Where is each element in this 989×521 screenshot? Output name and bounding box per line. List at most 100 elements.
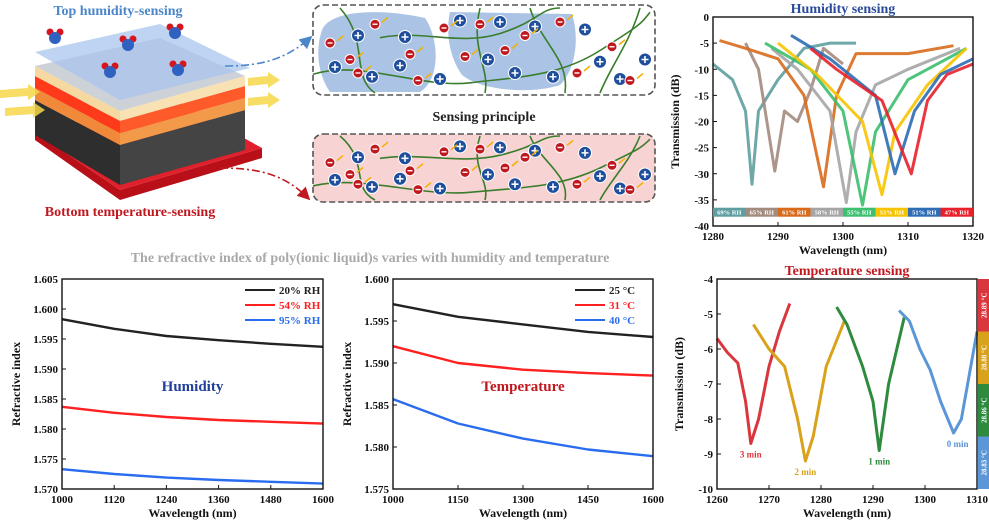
y-tick-label: 1.570	[33, 484, 58, 496]
anion-icon	[554, 141, 566, 153]
motion-arrow-icon	[416, 46, 424, 53]
motion-arrow-icon	[618, 157, 626, 164]
cation-icon	[398, 30, 412, 44]
y-tick-label: 1.595	[364, 316, 389, 328]
cation-icon	[365, 69, 379, 84]
light-arrows	[0, 72, 280, 118]
anion-icon	[606, 41, 618, 53]
y-tick-label: 0	[704, 12, 710, 24]
y-tick-label: 1.575	[364, 484, 389, 496]
series-line	[392, 303, 654, 339]
cation-icon	[351, 150, 365, 165]
anion-icon	[474, 18, 486, 30]
legend-swatch	[778, 207, 811, 217]
chart-2: 1000 1120 1240 1360 1480 1600 1.570 1.575 1.580 1…	[9, 274, 335, 520]
y-tick-label: -4	[704, 274, 714, 286]
legend-label: 51% RH	[912, 210, 936, 217]
series-line	[61, 468, 324, 485]
x-tick-label: 1150	[447, 494, 469, 506]
sensor-stack-illustration	[0, 23, 280, 200]
water-molecule-icon	[119, 35, 137, 51]
chart-0: 1280 1290 1300 1310 1320 0 -5 -10 -15 -20 -25 -30 -3…	[668, 2, 985, 257]
cation-icon	[493, 140, 507, 155]
water-molecule-icon	[166, 23, 184, 39]
y-tick-label: -5	[704, 309, 714, 321]
cation-icon	[393, 171, 407, 186]
motion-arrow-icon	[471, 164, 479, 171]
humidity-principle-box	[312, 4, 656, 96]
time-label: 0 min	[947, 439, 969, 449]
cation-icon	[481, 52, 495, 67]
polymer-chain	[529, 135, 567, 201]
anion-icon	[324, 37, 336, 49]
water-molecule-icon	[46, 28, 64, 44]
y-tick-label: 1.600	[364, 274, 389, 286]
x-tick-label: 1260	[706, 494, 729, 506]
series-line	[712, 41, 856, 186]
cation-icon	[433, 72, 447, 86]
motion-arrow-icon	[531, 27, 539, 35]
polymer-chain	[339, 7, 376, 94]
y-tick-label: -6	[704, 344, 714, 356]
anion-icon	[624, 184, 636, 196]
bottom-temperature-label: Bottom temperature-sensing	[45, 205, 215, 220]
y-axis-label: Transmission (dB)	[668, 74, 682, 168]
anion-icon	[459, 166, 471, 178]
y-tick-label: 1.580	[364, 442, 389, 454]
x-axis-label: Wavelength (nm)	[799, 243, 887, 257]
x-tick-label: 1280	[810, 494, 833, 506]
time-label: 3 min	[740, 450, 762, 460]
anion-icon	[624, 75, 636, 86]
y-tick-label: -8	[704, 414, 714, 426]
cation-icon	[613, 72, 627, 86]
orange-layer-right	[120, 98, 245, 145]
anion-icon	[412, 184, 424, 196]
x-tick-label: 1270	[758, 494, 781, 506]
legend-label: 53% RH	[880, 210, 904, 217]
anion-icon	[571, 67, 583, 79]
cation-icon	[393, 58, 407, 73]
anion-icon	[369, 143, 381, 155]
series-line	[770, 46, 961, 204]
motion-arrow-icon	[381, 16, 389, 23]
y-axis-label: Refractive index	[340, 342, 354, 426]
red-layer-left	[35, 76, 120, 133]
motion-arrow-icon	[450, 144, 458, 151]
y-tick-label: 1.590	[364, 358, 389, 370]
series-line	[835, 306, 906, 452]
x-tick-label: 1320	[962, 231, 985, 243]
water-molecule-icon	[169, 60, 187, 76]
figure-caption: The refractive index of poly(ionic liqui…	[131, 251, 610, 266]
temperature-swatch	[978, 384, 989, 437]
legend-label: 47% RH	[945, 210, 969, 217]
anion-icon	[519, 151, 531, 163]
cation-icon	[493, 15, 507, 29]
series-line	[61, 405, 324, 425]
polymer-chain	[599, 135, 641, 201]
legend-swatch	[810, 207, 843, 217]
temperature-swatch	[978, 331, 989, 384]
legend-label: 20% RH	[279, 285, 321, 297]
base-plate	[35, 132, 262, 200]
cation-icon	[638, 167, 652, 182]
motion-arrow-icon	[336, 155, 344, 162]
cation-icon	[365, 179, 379, 194]
motion-arrow-icon	[364, 65, 372, 72]
series-line	[719, 39, 954, 189]
humidity-layer-top	[35, 24, 250, 100]
motion-arrow-icon	[618, 39, 626, 46]
anion-icon	[344, 54, 356, 65]
chart-1: 1260 1270 1280 1290 1300 1310 -4 -5 -6 -7 -8 -9 -10 W…	[672, 264, 989, 520]
y-tick-label: 1.575	[33, 454, 58, 466]
temperature-label: 28.86 °C	[981, 398, 989, 423]
y-tick-label: 1.585	[33, 394, 58, 406]
motion-arrow-icon	[511, 42, 519, 50]
motion-arrow-icon	[424, 182, 432, 189]
cation-icon	[546, 179, 560, 194]
anion-icon	[519, 30, 531, 41]
temperature-swatch	[978, 279, 989, 332]
cation-icon	[593, 169, 607, 184]
anion-icon	[499, 162, 511, 174]
legend-label: 55% RH	[847, 210, 871, 217]
motion-arrow-icon	[471, 48, 479, 56]
